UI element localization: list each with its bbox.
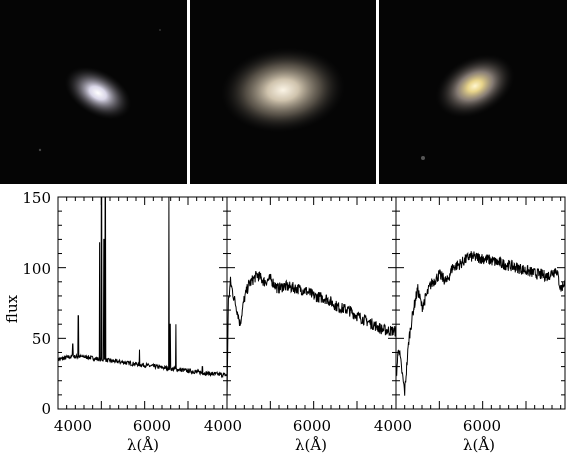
galaxy-2-drawing — [221, 47, 345, 133]
y-axis-label: flux — [3, 294, 21, 323]
galaxy-1-drawing — [38, 29, 161, 152]
galaxy-image-1 — [0, 0, 187, 184]
galaxy-image-3 — [379, 0, 567, 184]
spectrum-line-3 — [395, 251, 566, 396]
galaxy-3-drawing — [421, 54, 515, 160]
y-tick-labels: 0 50 100 150 — [22, 189, 51, 418]
background-star — [159, 29, 161, 31]
x-tick-label-p1-6000: 6000 — [133, 417, 171, 435]
x-tick-label-p1-4000: 4000 — [54, 417, 92, 435]
spectra-figure: flux 0 50 100 150 4000 6000 4000 6000 40… — [3, 189, 566, 454]
y-tick-label-0: 0 — [41, 400, 51, 418]
spectrum-line-1 — [57, 196, 228, 379]
y-tick-label-150: 150 — [22, 189, 51, 207]
background-star — [421, 156, 425, 160]
y-tick-label-50: 50 — [32, 330, 51, 348]
spectrum-panels — [57, 196, 566, 410]
x-tick-label-p3-4000: 4000 — [374, 417, 412, 435]
galaxy-1-body — [64, 66, 132, 120]
y-tick-label-100: 100 — [22, 260, 51, 278]
x-tick-label-p3-6000: 6000 — [463, 417, 501, 435]
x-axis-label-1: λ(Å) — [127, 436, 159, 454]
x-axis-labels: λ(Å) λ(Å) λ(Å) — [127, 436, 495, 454]
spectrum-panel-2-frame — [226, 196, 397, 410]
background-star — [38, 148, 42, 152]
x-axis-label-2: λ(Å) — [295, 436, 327, 454]
galaxy-2-body — [221, 47, 345, 133]
x-tick-labels: 4000 6000 4000 6000 4000 6000 — [54, 417, 501, 435]
spectrum-panel-3-frame — [395, 196, 566, 410]
galaxy-3-body — [435, 54, 515, 118]
galaxy-image-2 — [190, 0, 376, 184]
x-axis-label-3: λ(Å) — [463, 436, 495, 454]
spectrum-line-2 — [226, 270, 397, 402]
x-tick-label-p2-4000: 4000 — [204, 417, 242, 435]
spectrum-panel-1-frame — [57, 196, 228, 410]
x-tick-label-p2-6000: 6000 — [293, 417, 331, 435]
